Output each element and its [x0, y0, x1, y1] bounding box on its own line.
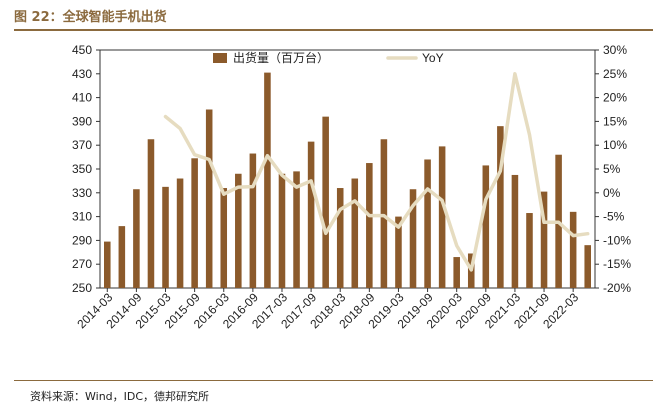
y-left-tick-label: 410 [72, 91, 92, 105]
legend-line-label: YoY [422, 51, 444, 65]
yoy-line [163, 72, 590, 272]
title-rule [14, 29, 653, 31]
bar [176, 178, 184, 288]
bar [104, 241, 111, 288]
bar [118, 226, 126, 288]
y-right-tick-label: -15% [603, 257, 631, 271]
bar [351, 178, 359, 288]
bar [511, 174, 519, 288]
bar [235, 173, 242, 288]
bar [526, 213, 533, 288]
bar [249, 153, 257, 288]
y-left-tick-label: 270 [72, 257, 92, 271]
legend-bar-swatch [213, 53, 227, 63]
bar [147, 139, 155, 288]
y-right-tick-label: 15% [603, 114, 627, 128]
y-right-tick-label: -10% [603, 233, 631, 247]
plot-frame [99, 49, 596, 289]
bar [322, 116, 329, 288]
bar [336, 188, 344, 288]
y-right-tick-label: 30% [603, 43, 627, 57]
bar [380, 139, 388, 288]
bar [133, 189, 140, 288]
y-left-tick-label: 290 [72, 233, 92, 247]
bar [438, 146, 446, 288]
y-left-tick-label: 350 [72, 162, 92, 176]
legend-bar-label: 出货量（百万台） [233, 50, 329, 65]
bar [191, 158, 198, 288]
bar [220, 188, 228, 288]
y-right-tick-label: 5% [603, 162, 621, 176]
bar [569, 211, 577, 288]
y-left-tick-label: 390 [72, 114, 92, 128]
y-left-tick-label: 250 [72, 281, 92, 295]
bar [278, 173, 286, 288]
bar [424, 159, 431, 288]
bar [540, 191, 548, 288]
bar [395, 216, 402, 288]
y-right-tick-label: -5% [603, 210, 625, 224]
y-left-tick-label: 450 [72, 43, 92, 57]
bar [162, 186, 169, 288]
y-right-tick-label: 25% [603, 67, 627, 81]
footer-rule [14, 380, 653, 381]
bar [293, 171, 300, 288]
bar [497, 126, 504, 288]
y-right-tick-label: 20% [603, 91, 627, 105]
y-right-tick-label: 0% [603, 186, 621, 200]
y-left-tick-label: 370 [72, 138, 92, 152]
bar [264, 72, 271, 288]
y-left-tick-label: 330 [72, 186, 92, 200]
figure-title: 图 22：全球智能手机出货 [14, 10, 167, 25]
bar [453, 257, 460, 288]
bar [482, 165, 490, 288]
bar [205, 109, 213, 288]
y-right-tick-label: 10% [603, 138, 627, 152]
bar [409, 189, 417, 288]
source-note: 资料来源：Wind，IDC，德邦研究所 [30, 390, 210, 403]
y-left-tick-label: 430 [72, 67, 92, 81]
bar [584, 245, 591, 288]
bar [366, 163, 373, 288]
y-left-tick-label: 310 [72, 210, 92, 224]
bar [307, 141, 315, 288]
y-right-tick-label: -20% [603, 281, 631, 295]
